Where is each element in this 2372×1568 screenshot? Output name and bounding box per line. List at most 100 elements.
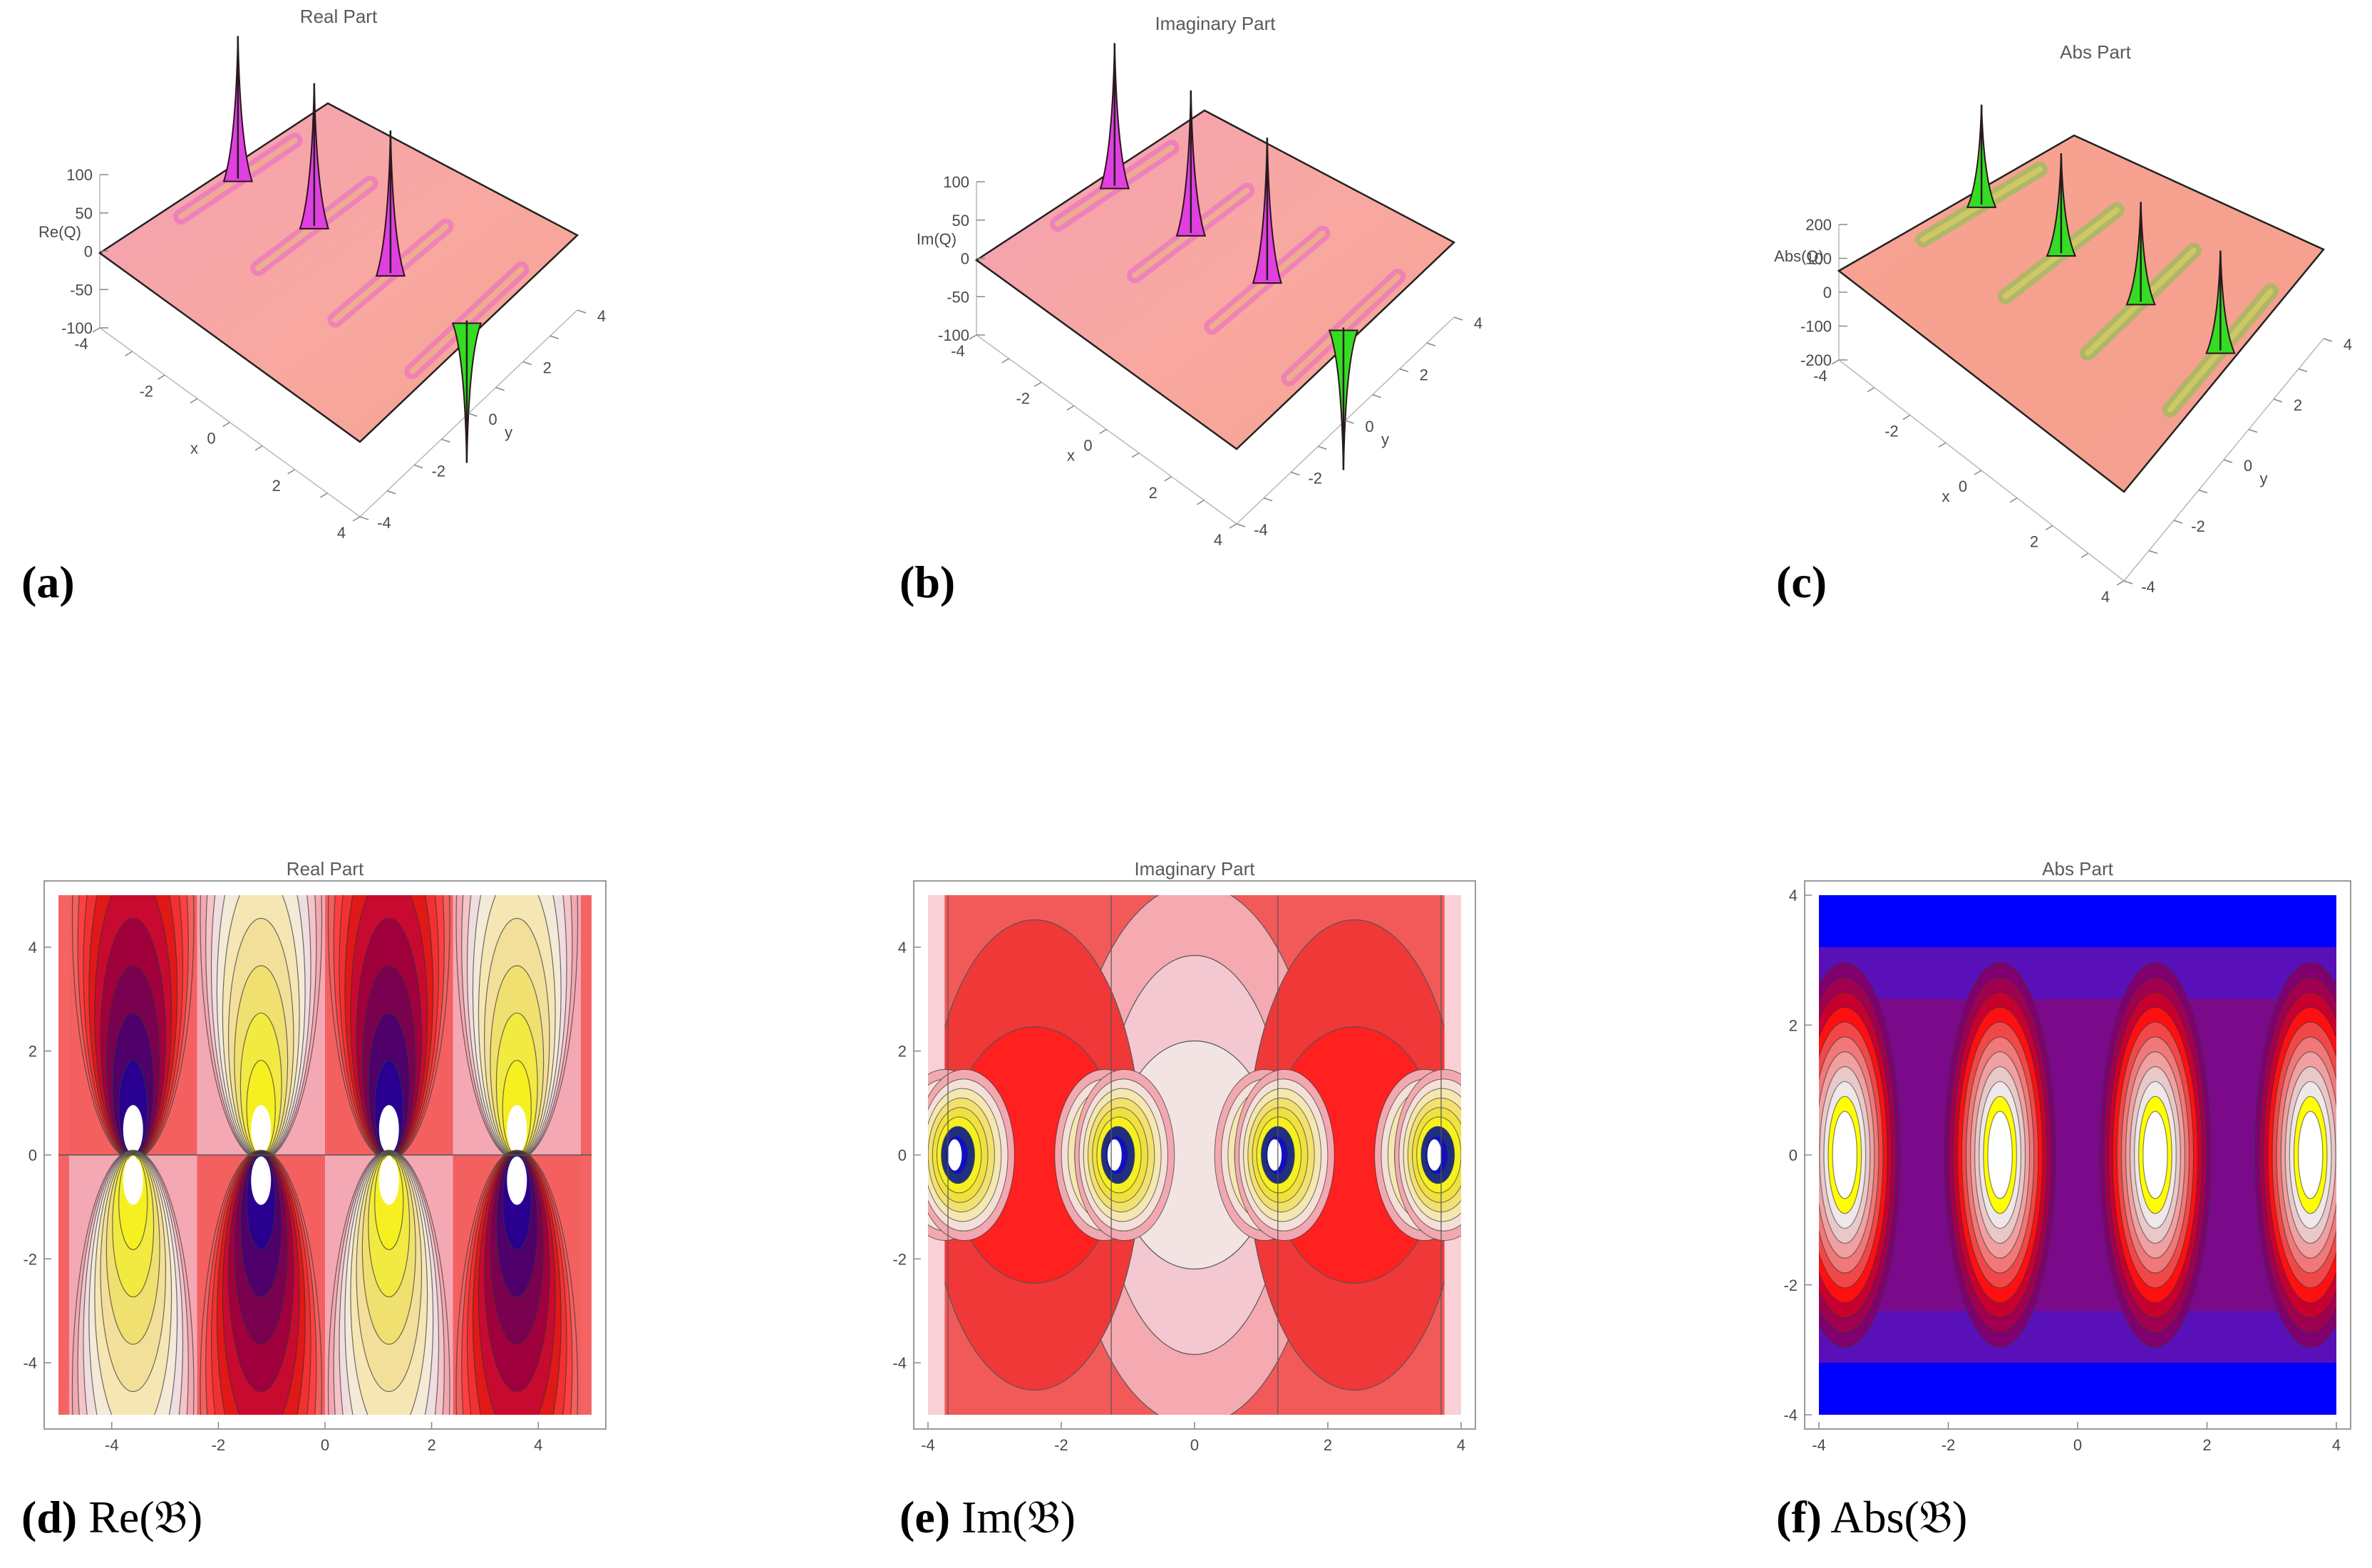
y-tick-mark xyxy=(577,309,587,314)
pole-hole xyxy=(123,1105,143,1154)
contour-svg: Imaginary Part -4 -2 0 2 4 4 2 0 -2 -4 xyxy=(892,858,1476,1454)
axis-ticks: -4 -2 0 2 4 4 2 0 -2 -4 xyxy=(23,939,542,1454)
y-tick-label: -4 xyxy=(892,1354,907,1372)
x-tick-mark xyxy=(1831,359,1840,365)
z-tick-label: -50 xyxy=(947,288,969,306)
contour-plot-imaginary: Imaginary Part -4 -2 0 2 4 4 2 0 -2 -4 xyxy=(870,848,1497,1490)
y-tick-label: -2 xyxy=(23,1250,37,1268)
surface-svg: Abs Part2001000-100-200Abs(Q)-4-2024x-4-… xyxy=(1774,41,2352,606)
pole-hole xyxy=(507,1156,527,1205)
y-tick-mark xyxy=(2198,489,2208,494)
contour-level xyxy=(2297,1110,2324,1200)
y-axis-label: y xyxy=(1381,430,1389,448)
pole-hole xyxy=(1427,1139,1442,1171)
x-tick-label: -2 xyxy=(1942,1436,1956,1454)
contour-field xyxy=(1819,895,2336,1415)
plot-title: Imaginary Part xyxy=(1155,13,1276,34)
contour-level xyxy=(1832,1110,1858,1200)
x-tick-mark xyxy=(157,374,165,380)
x-tick-mark xyxy=(352,516,361,522)
y-tick-label: -4 xyxy=(1254,521,1268,539)
caption-d: (d) Re(𝔅) xyxy=(21,1491,202,1544)
x-tick-label: -4 xyxy=(105,1436,119,1454)
pole-hole xyxy=(507,1105,527,1154)
contour-level xyxy=(1987,1110,2013,1200)
y-tick-mark xyxy=(359,516,369,520)
pole-hole xyxy=(378,1105,399,1154)
surface xyxy=(98,102,579,443)
x-tick-label: 0 xyxy=(321,1436,329,1454)
y-tick-mark xyxy=(1399,368,1408,373)
x-tick-label: 2 xyxy=(272,477,281,495)
contour-plot-real: Real Part -4 -2 0 2 4 4 2 0 -2 -4 xyxy=(0,848,627,1490)
x-tick-mark xyxy=(1099,428,1107,435)
y-tick-label: -2 xyxy=(1308,470,1322,488)
caption-f: (f) Abs(𝔅) xyxy=(1776,1491,1967,1544)
x-tick-mark xyxy=(1867,387,1875,393)
x-tick-label: -4 xyxy=(1813,367,1827,385)
x-tick-mark xyxy=(1938,442,1946,448)
x-tick-label: 0 xyxy=(1083,437,1092,455)
pole-hole xyxy=(1107,1139,1122,1171)
x-axis-label: x xyxy=(190,440,198,458)
x-ticks: -4 -2 0 2 4 xyxy=(1813,359,2125,606)
z-tick-label: -200 xyxy=(1800,351,1832,369)
z-tick-label: -100 xyxy=(938,326,969,344)
z-ticks: 200 100 0 -100 -200 xyxy=(1800,216,1847,369)
y-tick-mark xyxy=(2298,368,2308,373)
x-tick-mark xyxy=(969,334,977,340)
y-tick-mark xyxy=(2248,428,2258,433)
x-tick-mark xyxy=(1974,470,1982,475)
caption-text: Re(𝔅) xyxy=(77,1492,203,1542)
z-tick-label: 50 xyxy=(76,205,93,222)
contour-level xyxy=(1819,999,2336,1311)
surface xyxy=(974,109,1456,450)
y-tick-mark xyxy=(2148,550,2158,555)
y-tick-label: -4 xyxy=(377,514,391,532)
z-axis-label: Re(Q) xyxy=(38,223,81,241)
y-tick-label: 2 xyxy=(543,359,552,377)
x-axis-label: x xyxy=(1067,447,1075,465)
x-tick-label: -2 xyxy=(1054,1436,1068,1454)
pole-hole xyxy=(123,1156,143,1205)
y-tick-label: 0 xyxy=(2244,457,2252,475)
x-tick-mark xyxy=(254,445,263,451)
caption-c: (c) xyxy=(1776,556,1827,609)
y-tick-label: -2 xyxy=(431,463,445,480)
x-ticks: -4 -2 0 2 4 xyxy=(951,334,1237,549)
y-tick-mark xyxy=(1372,394,1381,398)
surface xyxy=(1837,134,2325,493)
z-axis-label: Abs(Q) xyxy=(1774,247,1824,265)
z-tick-label: 50 xyxy=(952,212,969,229)
y-tick-mark xyxy=(1236,523,1246,527)
y-tick-label: -4 xyxy=(1783,1406,1798,1424)
x-tick-label: -4 xyxy=(74,335,88,353)
x-tick-mark xyxy=(2080,552,2089,558)
y-tick-mark xyxy=(386,490,396,495)
z-tick-label: -50 xyxy=(70,281,93,299)
y-tick-label: -2 xyxy=(1783,1276,1798,1294)
y-tick-label: 4 xyxy=(29,939,37,956)
z-tick-label: 100 xyxy=(1805,250,1832,268)
z-tick-label: 200 xyxy=(1805,216,1832,234)
z-tick-label: -100 xyxy=(61,319,93,337)
y-tick-mark xyxy=(2123,580,2133,584)
plot-title: Imaginary Part xyxy=(1134,858,1255,880)
plot-title: Real Part xyxy=(300,6,378,27)
y-tick-label: 0 xyxy=(1365,418,1373,435)
x-tick-mark xyxy=(222,421,230,428)
caption-letter: (a) xyxy=(21,557,75,607)
x-tick-label: -2 xyxy=(212,1436,226,1454)
z-tick-label: -100 xyxy=(1800,318,1832,336)
y-tick-mark xyxy=(2223,459,2233,463)
x-tick-label: 4 xyxy=(2332,1436,2341,1454)
x-tick-mark xyxy=(1196,500,1205,505)
x-tick-mark xyxy=(319,492,328,498)
z-ticks: 100 50 0 -50 -100 xyxy=(61,166,108,337)
y-axis-label: y xyxy=(2260,470,2268,488)
y-tick-mark xyxy=(441,438,450,443)
caption-letter: (e) xyxy=(899,1492,951,1542)
caption-b: (b) xyxy=(899,556,955,609)
y-tick-mark xyxy=(2173,520,2183,524)
pole-hole xyxy=(378,1156,399,1205)
